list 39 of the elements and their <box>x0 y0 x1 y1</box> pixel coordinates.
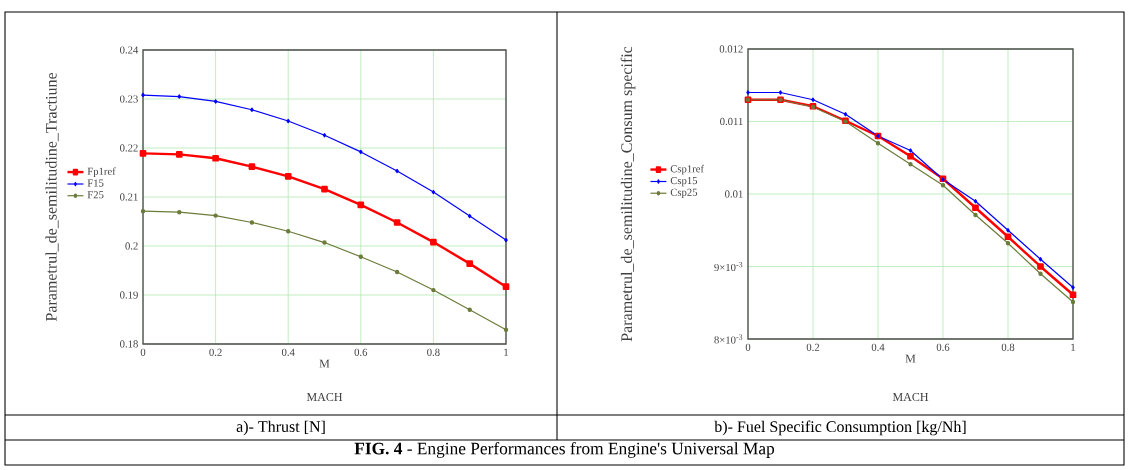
x-axis-title: M <box>905 354 916 363</box>
x-tick-label: 0.4 <box>281 348 295 356</box>
x-axis-title: M <box>319 359 330 368</box>
y-tick-label: 8×10$^{-3}$ <box>714 334 743 344</box>
y-tick-label: 0.18 <box>120 340 138 348</box>
y-tick-label: 0.23 <box>120 95 138 103</box>
x-tick-label: 0.6 <box>936 343 950 351</box>
y-tick-label: 0.012 <box>719 45 743 53</box>
y-axis-title: Parametrul_de_semilitudine_Consum specific <box>620 46 636 342</box>
y-tick-label: 0.21 <box>120 193 138 201</box>
text: a)- Thrust [N] <box>236 420 325 436</box>
x-tick-label: 1 <box>1071 343 1076 351</box>
legend-label: Csp15 <box>670 176 698 187</box>
text: MACH <box>306 392 343 402</box>
x-tick-label: 0.6 <box>354 348 368 356</box>
legend-label: F15 <box>87 179 104 187</box>
x-tick-label: 1 <box>504 348 509 356</box>
x-tick-label: 0.4 <box>871 343 885 351</box>
legend-label: Csp1ref <box>670 164 705 175</box>
y-tick-label: 0.22 <box>120 144 138 152</box>
legend-label: Csp25 <box>670 188 698 199</box>
text: MACH <box>892 392 929 402</box>
y-tick-label: 0.01 <box>725 190 743 198</box>
x-tick-label: 0.8 <box>427 348 440 356</box>
y-tick-label: 0.24 <box>120 46 139 54</box>
x-tick-label: 0.8 <box>1001 343 1015 351</box>
y-tick-label: 0.19 <box>120 291 138 299</box>
x-tick-label: 0.2 <box>209 348 222 356</box>
y-tick-label: 0.2 <box>125 242 138 250</box>
y-tick-label: 9×10$^{-3}$ <box>714 261 743 272</box>
y-axis-title: Parametrul_de_semilitudine_Tractiune <box>45 72 59 322</box>
y-tick-label: 0.011 <box>720 117 743 126</box>
text: b)- Fuel Specific Consumption [kg/Nh] <box>714 420 966 436</box>
text: FIG. 4 - Engine Performances from Engine's Universal Map <box>354 442 775 458</box>
legend-label: Fp1ref <box>87 167 116 178</box>
x-tick-label: 0 <box>140 348 146 356</box>
legend-label: F25 <box>87 191 104 199</box>
x-tick-label: 0.2 <box>806 343 820 351</box>
x-tick-label: 0 <box>745 343 751 351</box>
